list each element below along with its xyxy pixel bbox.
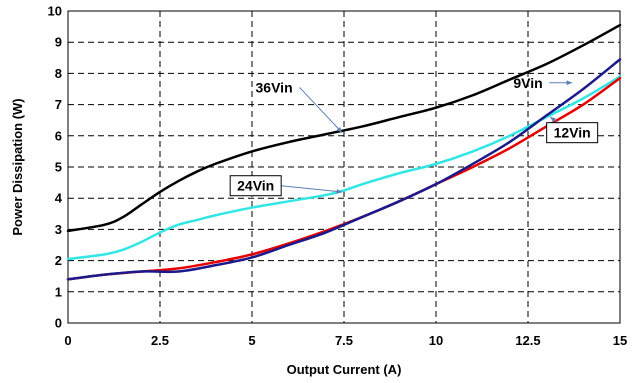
callout-arrow-head [336,189,343,194]
x-tick-label: 2.5 [151,333,169,348]
callout-arrow-head [336,127,343,133]
series-line-9vin [66,58,622,281]
y-tick-label: 3 [55,222,62,237]
x-axis-ticks: 0 2.5 5 7.5 10 12.5 15 [64,333,627,348]
x-tick-label: 5 [248,333,255,348]
x-axis-title: Output Current (A) [287,362,402,377]
callout-label: 9Vin [513,75,542,91]
x-tick-label: 15 [613,333,627,348]
y-axis-ticks: 0 1 2 3 4 5 6 7 8 9 10 [48,4,63,331]
grid-lines [68,11,620,323]
y-tick-label: 10 [48,4,62,19]
callout-24vin: 24Vin [229,175,343,197]
x-tick-label: 0 [64,333,71,348]
series-callouts: 36Vin 24Vin 9Vin 12Vin [229,75,599,197]
callout-label: 12Vin [554,125,591,141]
y-tick-label: 0 [55,316,62,331]
callout-label: 36Vin [256,79,293,95]
series-line-24vin [66,75,622,261]
y-tick-label: 8 [55,66,62,81]
y-tick-label: 6 [55,128,62,143]
plot-frame [67,10,621,324]
x-tick-label: 7.5 [335,333,353,348]
callout-leader-line [299,87,343,134]
callout-label: 24Vin [237,178,274,194]
y-tick-label: 4 [55,191,63,206]
callout-12vin: 12Vin [546,116,599,144]
x-tick-label: 10 [429,333,443,348]
y-tick-label: 2 [55,253,62,268]
callout-arrow-head [550,117,556,123]
y-tick-label: 7 [55,97,62,112]
x-tick-label: 12.5 [515,333,540,348]
callout-arrow-head [566,80,573,86]
y-axis-title: Power Dissipation (W) [10,98,25,235]
callout-leader-line [281,185,343,193]
callout-box [229,175,282,197]
y-tick-label: 9 [55,35,62,50]
callout-36vin: 36Vin [256,79,343,134]
callout-box [546,122,599,144]
series-lines [66,23,622,281]
callout-9vin: 9Vin [513,75,573,91]
y-tick-label: 1 [55,284,62,299]
series-line-36vin [66,23,622,233]
y-tick-label: 5 [55,160,62,175]
